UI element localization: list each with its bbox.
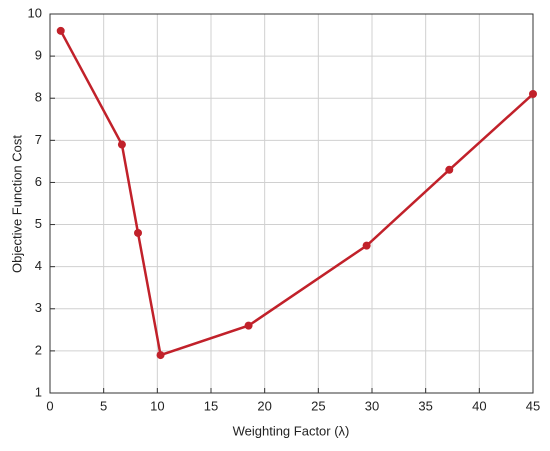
x-tick-label: 10 xyxy=(150,398,164,413)
x-tick-label: 15 xyxy=(204,398,218,413)
x-tick-label: 30 xyxy=(365,398,379,413)
y-tick-label: 2 xyxy=(35,342,42,357)
x-tick-label: 40 xyxy=(472,398,486,413)
y-tick-label: 10 xyxy=(28,5,42,20)
marker xyxy=(56,26,65,35)
x-tick-label: 45 xyxy=(526,398,540,413)
marker xyxy=(244,321,253,330)
marker xyxy=(445,165,454,174)
y-axis-label: Objective Function Cost xyxy=(9,135,24,273)
marker xyxy=(362,241,371,250)
x-tick-label: 25 xyxy=(311,398,325,413)
x-axis-label: Weighting Factor (λ) xyxy=(233,423,350,438)
y-tick-label: 9 xyxy=(35,48,42,63)
marker xyxy=(134,228,143,237)
marker xyxy=(529,90,537,99)
plot-frame xyxy=(49,13,534,394)
x-tick-label: 5 xyxy=(100,398,107,413)
x-tick-label: 35 xyxy=(418,398,432,413)
marker xyxy=(117,140,126,149)
x-tick-label: 20 xyxy=(257,398,271,413)
y-tick-label: 1 xyxy=(35,384,42,399)
y-tick-label: 5 xyxy=(35,216,42,231)
x-tick-label: 0 xyxy=(46,398,53,413)
y-tick-label: 6 xyxy=(35,174,42,189)
series-line xyxy=(59,30,534,357)
y-tick-label: 3 xyxy=(35,300,42,315)
y-tick-label: 8 xyxy=(35,90,42,105)
y-tick-label: 4 xyxy=(35,258,42,273)
marker xyxy=(156,351,165,360)
y-tick-label: 7 xyxy=(35,132,42,147)
